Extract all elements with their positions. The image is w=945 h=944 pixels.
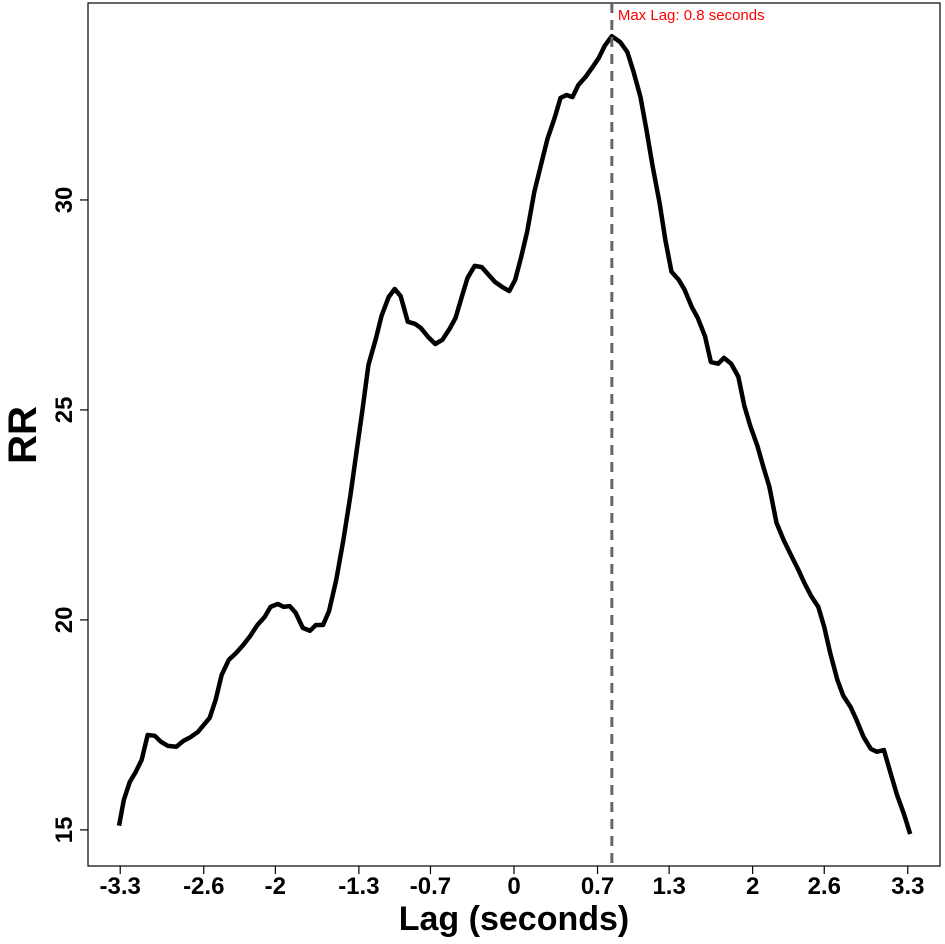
x-tick-label: 0.7 — [581, 873, 614, 900]
y-tick-label: 20 — [51, 607, 78, 634]
y-tick-label: 30 — [51, 187, 78, 214]
max-lag-annotation: Max Lag: 0.8 seconds — [618, 7, 765, 24]
x-tick-label: -0.7 — [410, 873, 451, 900]
x-axis-title: Lag (seconds) — [399, 900, 629, 938]
y-axis-title: RR — [1, 406, 45, 464]
y-tick-label: 25 — [51, 397, 78, 424]
x-tick-label: -2.6 — [183, 873, 224, 900]
rr-line — [116, 33, 913, 835]
x-tick-label: -1.3 — [338, 873, 379, 900]
x-tick-label: 2 — [746, 873, 759, 900]
x-tick-label: 3.3 — [891, 873, 924, 900]
plot-frame — [87, 2, 941, 867]
x-tick-label: -2 — [265, 873, 286, 900]
x-tick-label: 1.3 — [652, 873, 685, 900]
x-tick-label: -3.3 — [100, 873, 141, 900]
y-tick-label: 15 — [51, 817, 78, 844]
x-tick-label: 0 — [507, 873, 520, 900]
x-tick-label: 2.6 — [808, 873, 841, 900]
